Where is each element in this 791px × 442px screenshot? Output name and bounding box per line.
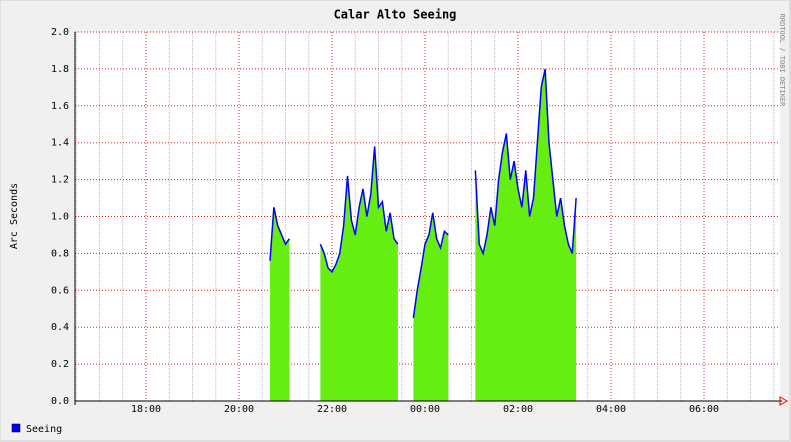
area <box>270 207 290 401</box>
area <box>475 68 577 402</box>
y-tick-label: 1.2 <box>51 175 69 186</box>
y-tick-label: 0.8 <box>51 248 69 259</box>
line <box>269 207 290 261</box>
x-tick-label: 02:00 <box>503 404 533 415</box>
axis-arrow <box>779 396 789 406</box>
area <box>413 212 449 401</box>
line <box>412 212 449 319</box>
x-tick-label: 06:00 <box>689 404 719 415</box>
legend-label: Seeing <box>26 424 62 435</box>
x-tick-label: 22:00 <box>317 404 347 415</box>
y-tick-label: 0.6 <box>51 285 69 296</box>
x-tick-label: 18:00 <box>131 404 161 415</box>
area <box>320 146 398 401</box>
watermark: RRDTOOL / TOBI OETIKER <box>778 14 786 108</box>
y-tick-label: 2.0 <box>51 27 69 38</box>
y-axis-label: Arc Seconds <box>9 183 20 249</box>
marks <box>269 68 577 402</box>
line <box>319 146 399 274</box>
chart-title: Calar Alto Seeing <box>334 8 457 22</box>
line <box>474 68 577 256</box>
legend-swatch <box>11 423 21 433</box>
x-tick-label: 20:00 <box>224 404 254 415</box>
y-tick-label: 0.2 <box>51 359 69 370</box>
x-tick-label: 04:00 <box>596 404 626 415</box>
y-tick-label: 1.0 <box>51 212 69 223</box>
y-tick-label: 0.0 <box>51 396 69 407</box>
y-tick-label: 0.4 <box>51 322 69 333</box>
y-tick-label: 1.8 <box>51 64 69 75</box>
x-tick-label: 00:00 <box>410 404 440 415</box>
y-tick-label: 1.6 <box>51 101 69 112</box>
y-tick-label: 1.4 <box>51 138 69 149</box>
axes <box>74 32 789 406</box>
